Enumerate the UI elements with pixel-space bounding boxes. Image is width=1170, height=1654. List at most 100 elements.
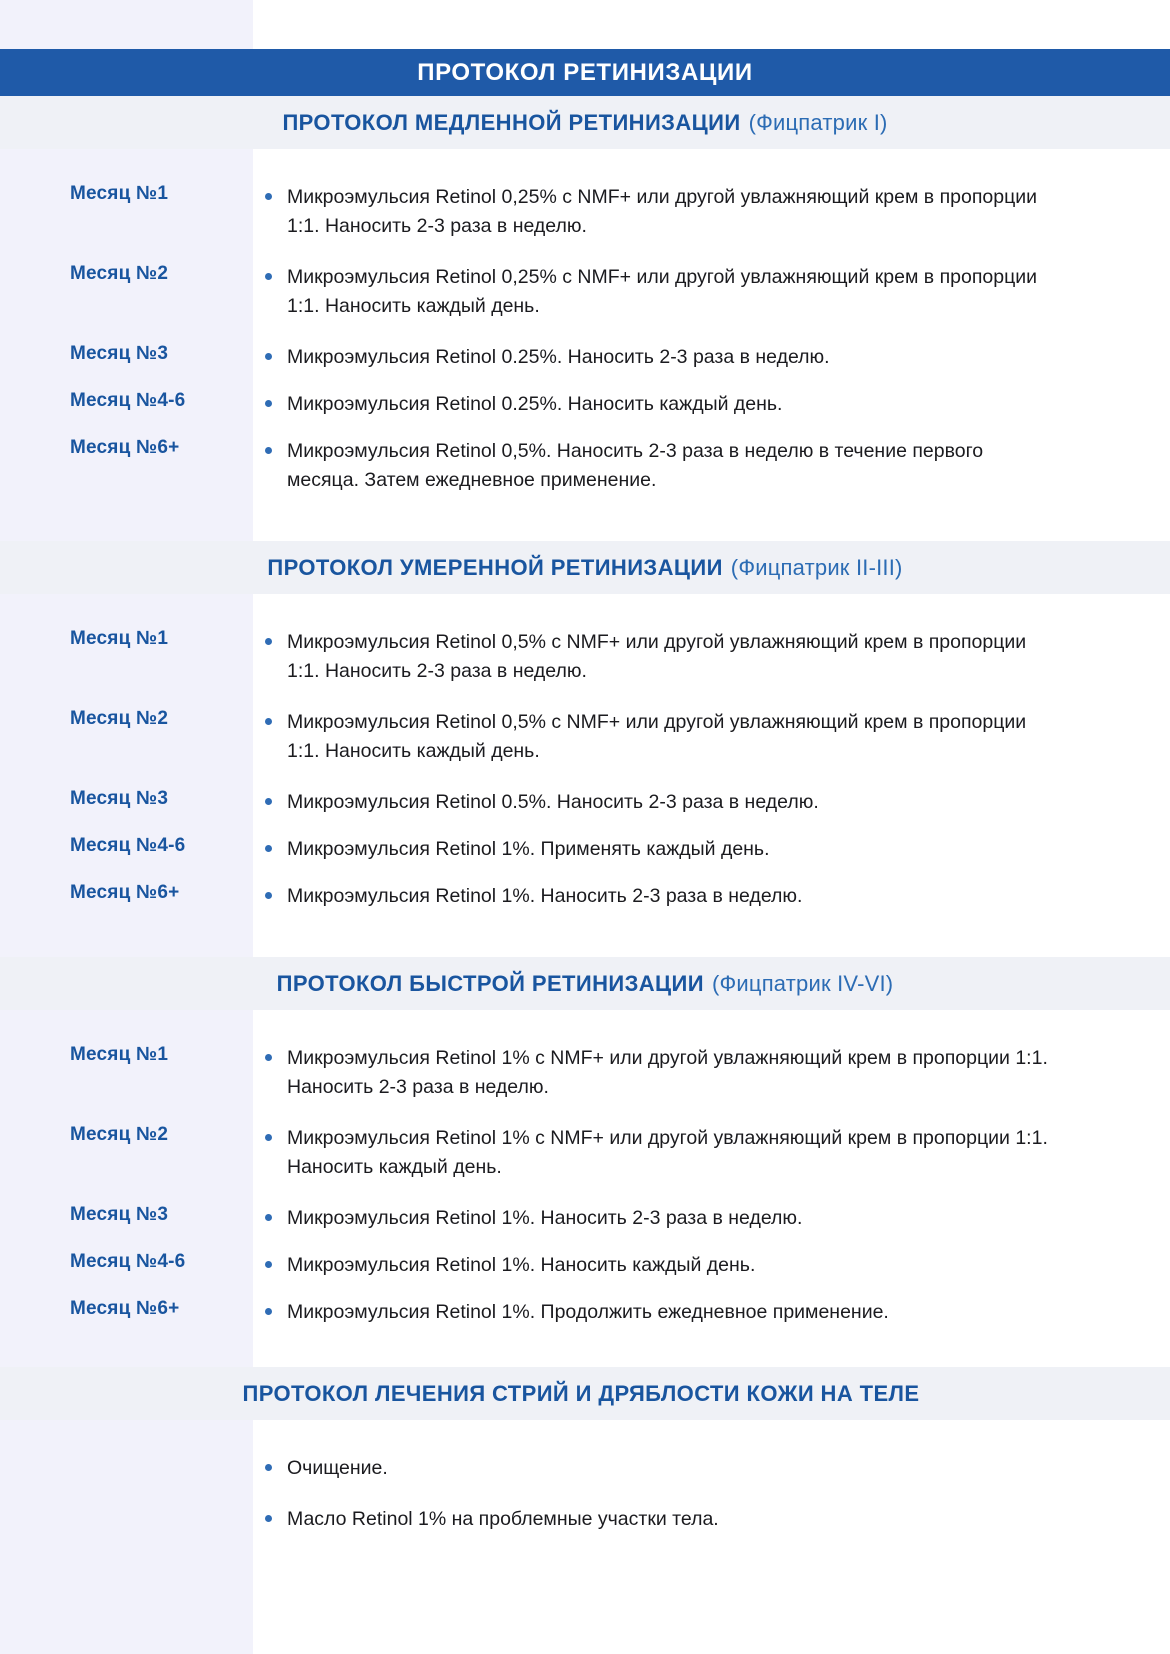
row-month-label: Месяц №6+ bbox=[70, 1298, 180, 1319]
row-instruction-text: Микроэмульсия Retinol 0,5% с NMF+ или др… bbox=[287, 631, 1027, 682]
row-instruction: Микроэмульсия Retinol 1%. Продолжить еже… bbox=[253, 1298, 1170, 1327]
table-row: Месяц №3 Микроэмульсия Retinol 0.25%. На… bbox=[0, 321, 1170, 372]
bullet-icon bbox=[265, 273, 272, 280]
table-row: Месяц №2 Микроэмульсия Retinol 0,25% с N… bbox=[0, 241, 1170, 321]
row-instruction: Микроэмульсия Retinol 0.5%. Наносить 2-3… bbox=[253, 788, 1170, 817]
bullet-icon bbox=[265, 638, 272, 645]
row-instruction-text: Микроэмульсия Retinol 1% с NMF+ или друг… bbox=[287, 1047, 1048, 1098]
bullet-icon bbox=[265, 718, 272, 725]
table-row: Месяц №2 Микроэмульсия Retinol 1% с NMF+… bbox=[0, 1102, 1170, 1182]
bullet-icon bbox=[265, 1261, 272, 1268]
table-row: Месяц №1 Микроэмульсия Retinol 0,5% с NM… bbox=[0, 594, 1170, 686]
row-instruction-text: Микроэмульсия Retinol 1%. Применять кажд… bbox=[287, 838, 770, 860]
row-month-label: Месяц №1 bbox=[70, 1044, 169, 1065]
bullet-icon bbox=[265, 1308, 272, 1315]
bullet-icon bbox=[265, 1515, 272, 1522]
row-instruction: Очищение. bbox=[253, 1454, 1170, 1483]
table-row: Месяц №4-6 Микроэмульсия Retinol 0.25%. … bbox=[0, 372, 1170, 419]
table-row: Месяц №6+ Микроэмульсия Retinol 0,5%. На… bbox=[0, 419, 1170, 495]
list-item: Очищение. bbox=[0, 1420, 1170, 1483]
section-spacer bbox=[0, 1327, 1170, 1367]
row-instruction: Микроэмульсия Retinol 1% с NMF+ или друг… bbox=[253, 1124, 1170, 1182]
table-row: Месяц №4-6 Микроэмульсия Retinol 1%. Нан… bbox=[0, 1233, 1170, 1280]
row-instruction: Микроэмульсия Retinol 0,5%. Наносить 2-3… bbox=[253, 437, 1170, 495]
section-rows-slow: Месяц №1 Микроэмульсия Retinol 0,25% с N… bbox=[0, 149, 1170, 495]
section-header-fast-retinization: ПРОТОКОЛ БЫСТРОЙ РЕТИНИЗАЦИИ (Фицпатрик … bbox=[0, 957, 1170, 1010]
row-instruction: Микроэмульсия Retinol 1%. Наносить кажды… bbox=[253, 1251, 1170, 1280]
row-instruction-text: Микроэмульсия Retinol 0,25% с NMF+ или д… bbox=[287, 266, 1038, 317]
section-subtitle: (Фицпатрик IV-VI) bbox=[711, 970, 894, 996]
row-instruction: Микроэмульсия Retinol 1%. Применять кажд… bbox=[253, 835, 1170, 864]
table-row: Месяц №1 Микроэмульсия Retinol 0,25% с N… bbox=[0, 149, 1170, 241]
bullet-icon bbox=[265, 892, 272, 899]
row-instruction: Микроэмульсия Retinol 0.25%. Наносить 2-… bbox=[253, 343, 1170, 372]
row-month-label: Месяц №6+ bbox=[70, 882, 180, 903]
row-spacer bbox=[0, 1454, 253, 1483]
section-rows-fast: Месяц №1 Микроэмульсия Retinol 1% с NMF+… bbox=[0, 1010, 1170, 1327]
table-row: Месяц №3 Микроэмульсия Retinol 1%. Нанос… bbox=[0, 1182, 1170, 1233]
document-content: ПРОТОКОЛ РЕТИНИЗАЦИИ ПРОТОКОЛ МЕДЛЕННОЙ … bbox=[0, 49, 1170, 1534]
row-instruction: Микроэмульсия Retinol 0.25%. Наносить ка… bbox=[253, 390, 1170, 419]
row-instruction: Масло Retinol 1% на проблемные участки т… bbox=[253, 1505, 1170, 1534]
row-month-label: Месяц №2 bbox=[70, 1124, 169, 1145]
section-spacer bbox=[0, 911, 1170, 957]
row-month-label: Месяц №4-6 bbox=[70, 390, 186, 411]
row-instruction-text: Микроэмульсия Retinol 1%. Наносить 2-3 р… bbox=[287, 885, 803, 907]
row-month-label: Месяц №2 bbox=[70, 708, 169, 729]
table-row: Месяц №4-6 Микроэмульсия Retinol 1%. При… bbox=[0, 817, 1170, 864]
row-instruction-text: Микроэмульсия Retinol 1%. Наносить кажды… bbox=[287, 1254, 756, 1276]
table-row: Месяц №6+ Микроэмульсия Retinol 1%. Прод… bbox=[0, 1280, 1170, 1327]
row-instruction-text: Очищение. bbox=[287, 1457, 388, 1479]
section-title: ПРОТОКОЛ УМЕРЕННОЙ РЕТИНИЗАЦИИ bbox=[267, 554, 723, 580]
section-spacer bbox=[0, 495, 1170, 541]
row-month-label: Месяц №2 bbox=[70, 263, 169, 284]
bullet-icon bbox=[265, 353, 272, 360]
row-month-label: Месяц №6+ bbox=[70, 437, 180, 458]
row-month-label: Месяц №1 bbox=[70, 628, 169, 649]
row-instruction: Микроэмульсия Retinol 0,5% с NMF+ или др… bbox=[253, 708, 1170, 766]
section-subtitle: (Фицпатрик II-III) bbox=[730, 554, 903, 580]
table-row: Месяц №3 Микроэмульсия Retinol 0.5%. Нан… bbox=[0, 766, 1170, 817]
bullet-icon bbox=[265, 798, 272, 805]
page-title: ПРОТОКОЛ РЕТИНИЗАЦИИ bbox=[417, 58, 753, 86]
list-item: Масло Retinol 1% на проблемные участки т… bbox=[0, 1483, 1170, 1534]
section-header-slow-retinization: ПРОТОКОЛ МЕДЛЕННОЙ РЕТИНИЗАЦИИ (Фицпатри… bbox=[0, 96, 1170, 149]
row-spacer bbox=[0, 1505, 253, 1534]
bullet-icon bbox=[265, 193, 272, 200]
row-instruction-text: Микроэмульсия Retinol 1%. Продолжить еже… bbox=[287, 1301, 889, 1323]
row-instruction-text: Микроэмульсия Retinol 0.25%. Наносить ка… bbox=[287, 393, 783, 415]
section-title: ПРОТОКОЛ ЛЕЧЕНИЯ СТРИЙ И ДРЯБЛОСТИ КОЖИ … bbox=[242, 1380, 920, 1406]
row-instruction-text: Микроэмульсия Retinol 1% с NMF+ или друг… bbox=[287, 1127, 1048, 1178]
row-instruction: Микроэмульсия Retinol 1%. Наносить 2-3 р… bbox=[253, 882, 1170, 911]
table-row: Месяц №6+ Микроэмульсия Retinol 1%. Нано… bbox=[0, 864, 1170, 911]
table-row: Месяц №1 Микроэмульсия Retinol 1% с NMF+… bbox=[0, 1010, 1170, 1102]
section-title: ПРОТОКОЛ МЕДЛЕННОЙ РЕТИНИЗАЦИИ bbox=[282, 109, 741, 135]
bullet-icon bbox=[265, 447, 272, 454]
bullet-icon bbox=[265, 1214, 272, 1221]
row-instruction: Микроэмульсия Retinol 0,25% с NMF+ или д… bbox=[253, 183, 1170, 241]
row-instruction: Микроэмульсия Retinol 0,5% с NMF+ или др… bbox=[253, 628, 1170, 686]
bullet-icon bbox=[265, 1054, 272, 1061]
section-rows-body-striae: Очищение. Масло Retinol 1% на проблемные… bbox=[0, 1420, 1170, 1534]
section-header-body-striae: ПРОТОКОЛ ЛЕЧЕНИЯ СТРИЙ И ДРЯБЛОСТИ КОЖИ … bbox=[0, 1367, 1170, 1420]
row-month-label: Месяц №3 bbox=[70, 343, 169, 364]
row-month-label: Месяц №4-6 bbox=[70, 835, 186, 856]
document-banner: ПРОТОКОЛ РЕТИНИЗАЦИИ bbox=[0, 49, 1170, 96]
row-instruction: Микроэмульсия Retinol 1%. Наносить 2-3 р… bbox=[253, 1204, 1170, 1233]
bullet-icon bbox=[265, 845, 272, 852]
bullet-icon bbox=[265, 1134, 272, 1141]
table-row: Месяц №2 Микроэмульсия Retinol 0,5% с NM… bbox=[0, 686, 1170, 766]
row-month-label: Месяц №1 bbox=[70, 183, 169, 204]
section-header-moderate-retinization: ПРОТОКОЛ УМЕРЕННОЙ РЕТИНИЗАЦИИ (Фицпатри… bbox=[0, 541, 1170, 594]
row-instruction-text: Микроэмульсия Retinol 0.5%. Наносить 2-3… bbox=[287, 791, 819, 813]
row-instruction-text: Микроэмульсия Retinol 0,5%. Наносить 2-3… bbox=[287, 440, 984, 491]
row-instruction-text: Микроэмульсия Retinol 0.25%. Наносить 2-… bbox=[287, 346, 830, 368]
section-title: ПРОТОКОЛ БЫСТРОЙ РЕТИНИЗАЦИИ bbox=[276, 970, 704, 996]
row-instruction-text: Масло Retinol 1% на проблемные участки т… bbox=[287, 1508, 719, 1530]
bullet-icon bbox=[265, 400, 272, 407]
row-month-label: Месяц №4-6 bbox=[70, 1251, 186, 1272]
section-subtitle: (Фицпатрик I) bbox=[748, 109, 888, 135]
row-month-label: Месяц №3 bbox=[70, 1204, 169, 1225]
row-instruction: Микроэмульсия Retinol 1% с NMF+ или друг… bbox=[253, 1044, 1170, 1102]
